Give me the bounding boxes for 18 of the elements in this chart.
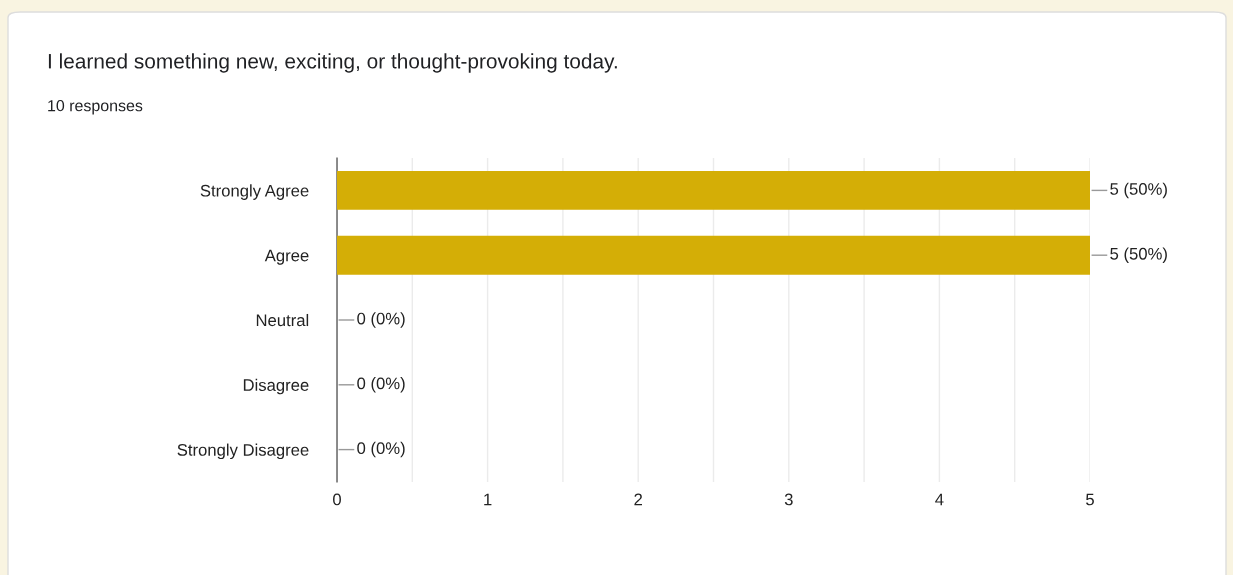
data-label: 5 (50%) (1110, 182, 1167, 199)
y-tick-label: Strongly Disagree (177, 443, 309, 460)
x-tick-label: 1 (484, 493, 492, 506)
text: 10 responses (48, 99, 143, 115)
x-tick-label: 5 (1086, 493, 1094, 506)
x-tick-label: 2 (634, 493, 642, 506)
data-label: 0 (0%) (357, 441, 405, 458)
data-label: 0 (0%) (357, 377, 405, 393)
data-label: 0 (0%) (357, 312, 405, 328)
x-tick-label: 4 (935, 493, 944, 506)
chart-title: I learned something new, exciting, or thought-provoking today. (48, 53, 617, 73)
y-tick-label: Disagree (243, 378, 309, 395)
y-tick-label: Neutral (256, 313, 309, 327)
y-tick-label: Agree (264, 249, 309, 265)
x-tick-label: 0 (333, 493, 341, 506)
x-tick-label: 3 (784, 493, 793, 506)
data-label: 5 (50%) (1110, 247, 1167, 263)
y-tick-label: Strongly Agree (200, 184, 309, 200)
